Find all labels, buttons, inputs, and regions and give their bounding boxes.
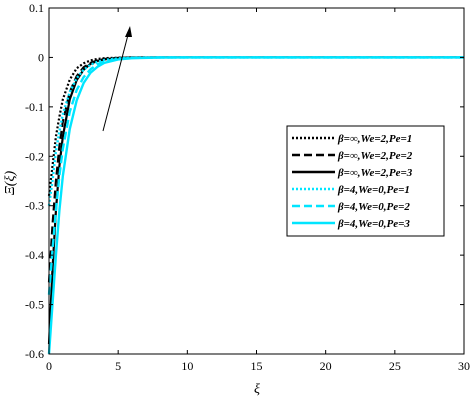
series-line-6	[47, 56, 464, 355]
legend: β=∞,We=2,Pe=1 β=∞,We=2,Pe=2 β=∞,We=2,Pe=3 β…	[286, 125, 445, 237]
series-layer	[47, 56, 464, 355]
legend-label-6: β=4,We=0,Pe=3	[337, 218, 410, 230]
x-axis-ticks: 0 5 10 15 20 25 30	[46, 8, 470, 373]
legend-label-4: β=4,We=0,Pe=1	[337, 184, 410, 196]
x-tick-label: 5	[115, 359, 121, 373]
x-tick-label: 0	[46, 359, 52, 373]
y-tick-label: -0.5	[25, 298, 44, 312]
y-tick-label: 0.1	[29, 1, 44, 15]
x-tick-label: 20	[320, 359, 332, 373]
x-tick-label: 15	[251, 359, 263, 373]
y-tick-label: -0.6	[25, 347, 44, 361]
legend-label-5: β=4,We=0,Pe=2	[337, 201, 410, 213]
y-tick-label: -0.1	[25, 100, 44, 114]
annotation-arrow	[102, 26, 132, 132]
y-tick-label: -0.3	[25, 199, 44, 213]
x-tick-label: 25	[389, 359, 401, 373]
x-axis-label: ξ	[254, 382, 260, 397]
y-tick-label: -0.4	[25, 248, 44, 262]
y-tick-label: 0	[38, 50, 44, 64]
x-tick-label: 10	[181, 359, 193, 373]
legend-box	[286, 125, 445, 237]
x-tick-label: 30	[458, 359, 470, 373]
y-axis-label: Ξ(ξ)	[3, 171, 18, 196]
legend-label-3: β=∞,We=2,Pe=3	[337, 167, 413, 179]
y-tick-label: -0.2	[25, 149, 44, 163]
legend-entries: β=∞,We=2,Pe=1 β=∞,We=2,Pe=2 β=∞,We=2,Pe=3 β…	[292, 133, 413, 230]
legend-label-2: β=∞,We=2,Pe=2	[337, 150, 413, 162]
y-axis-ticks: 0.1 0 -0.1 -0.2 -0.3 -0.4 -0.5 -0.6	[25, 1, 464, 361]
legend-label-1: β=∞,We=2,Pe=1	[337, 133, 412, 145]
